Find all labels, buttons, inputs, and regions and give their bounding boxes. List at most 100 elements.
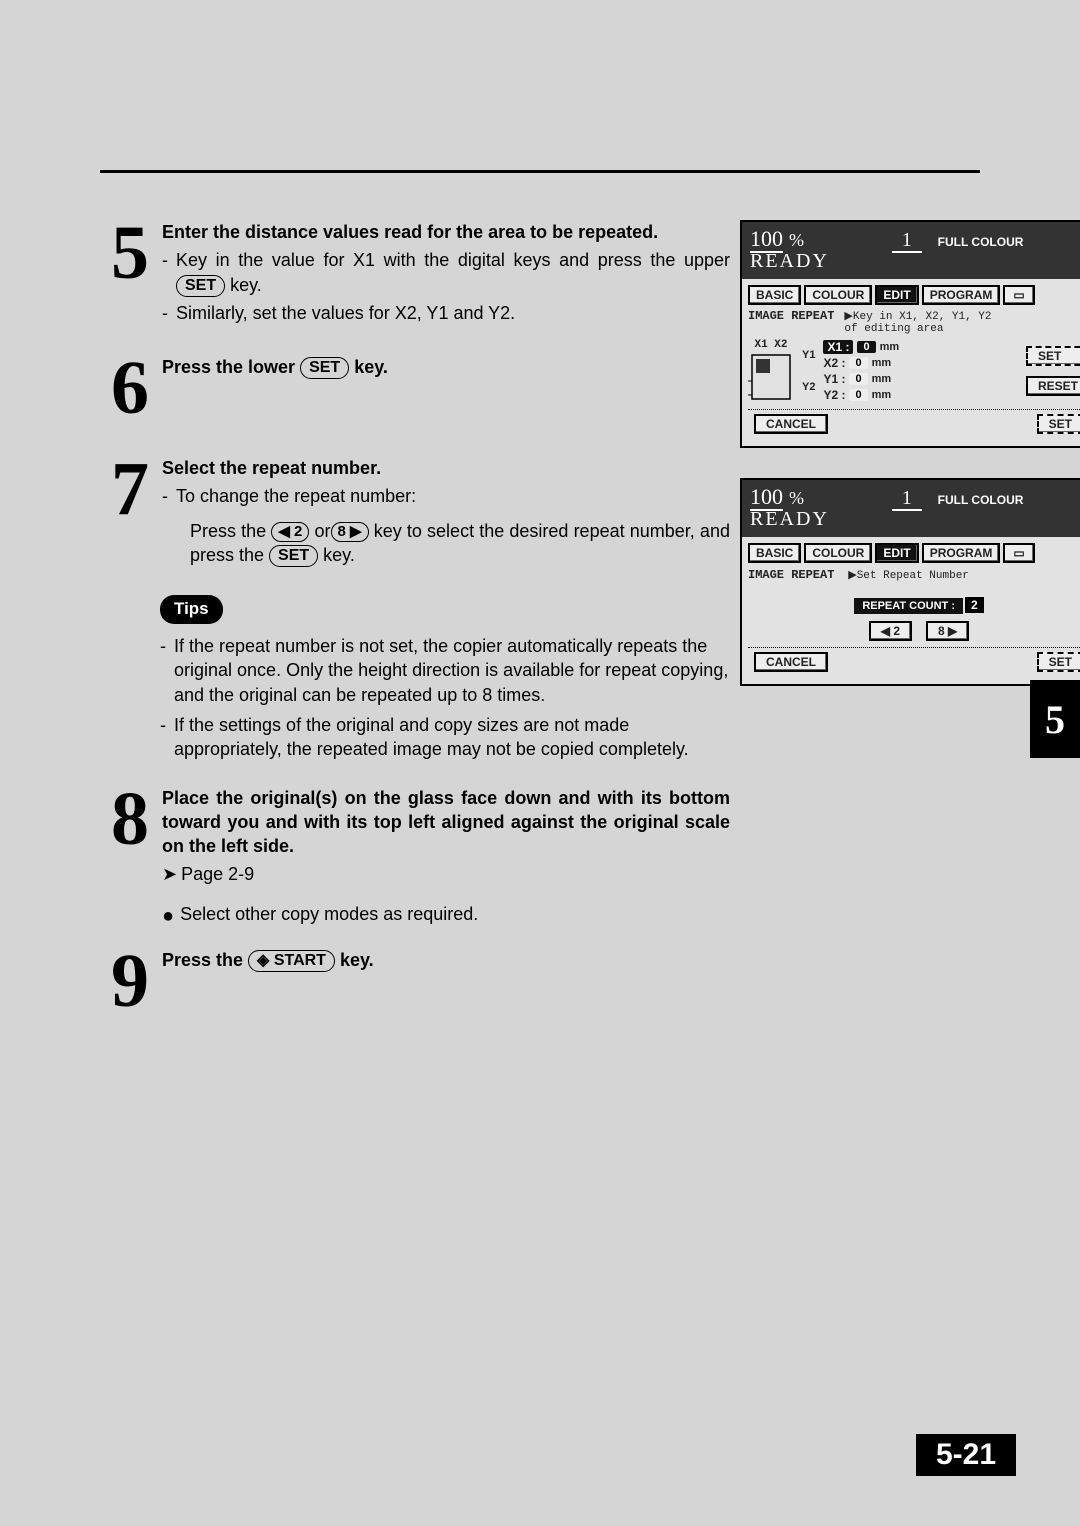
unit: mm <box>872 357 892 369</box>
step-title: Press the ◈ START key. <box>162 948 730 972</box>
page-ref: ➤Page 2-9 <box>162 862 730 886</box>
colour-mode: FULL COLOUR <box>938 493 1024 507</box>
percent-icon: % <box>789 230 804 250</box>
breadcrumb: IMAGE REPEAT <box>748 309 834 335</box>
set-key-icon: SET <box>300 357 349 379</box>
y1-label: Y1 <box>802 349 815 361</box>
cancel-button[interactable]: CANCEL <box>754 414 828 434</box>
screen-header: 100% 1 FULL COLOUR READY <box>742 222 1080 279</box>
x2-label: X2 : <box>823 356 845 370</box>
decrease-button[interactable]: ◀ 2 <box>869 621 912 641</box>
y1-value: 0 <box>849 373 867 385</box>
right-8-key-icon: 8 ▶ <box>331 522 369 542</box>
hint-2: of editing area <box>844 323 1080 335</box>
text: key. <box>318 545 355 565</box>
repeat-count-value: 2 <box>965 597 984 613</box>
step7-line2: Press the ◀ 2 or8 ▶ key to select the de… <box>162 519 730 568</box>
y2-label2: Y2 : <box>823 388 845 402</box>
zoom-value: 100 <box>750 484 783 511</box>
tab-colour[interactable]: COLOUR <box>804 285 872 305</box>
unit: mm <box>872 389 892 401</box>
upper-set-button[interactable]: SET <box>1026 346 1080 366</box>
tab-row: BASIC COLOUR EDIT PROGRAM ▭ <box>748 285 1080 305</box>
footer-row: CANCEL SET <box>748 647 1080 676</box>
text: Similarly, set the values for X2, Y1 and… <box>176 301 730 325</box>
area-diagram-icon <box>748 351 794 403</box>
tab-row: BASIC COLOUR EDIT PROGRAM ▭ <box>748 543 1080 563</box>
set-button[interactable]: SET <box>1037 652 1080 672</box>
tab-basic[interactable]: BASIC <box>748 285 801 305</box>
breadcrumb-row: IMAGE REPEAT ▶Key in X1, X2, Y1, Y2 of e… <box>748 309 1080 335</box>
footer-row: CANCEL SET <box>748 409 1080 438</box>
step-9: 9 Press the ◈ START key. <box>100 948 730 1009</box>
text: Press the <box>190 521 271 541</box>
coord-stack: X1 :0mm X2 :0mm Y1 :0mm Y2 :0mm <box>823 340 899 402</box>
text: Press the <box>162 950 248 970</box>
text: If the settings of the original and copy… <box>174 713 730 762</box>
step-title: Press the lower SET key. <box>162 355 730 379</box>
tab-help-icon[interactable]: ▭ <box>1003 285 1034 305</box>
step5-line2: - Similarly, set the values for X2, Y1 a… <box>162 301 730 325</box>
tab-colour[interactable]: COLOUR <box>804 543 872 563</box>
tab-program[interactable]: PROGRAM <box>922 285 1001 305</box>
repeat-count-label: REPEAT COUNT : <box>854 598 963 614</box>
tips-pill: Tips <box>160 595 223 624</box>
zoom-value: 100 <box>750 226 783 253</box>
step-7: 7 Select the repeat number. - To change … <box>100 456 730 567</box>
instruction-column: 5 Enter the distance values read for the… <box>100 220 730 1018</box>
screen-body: BASIC COLOUR EDIT PROGRAM ▭ IMAGE REPEAT… <box>742 279 1080 446</box>
y1-label2: Y1 : <box>823 372 845 386</box>
x2-value: 0 <box>849 357 867 369</box>
start-key-icon: ◈ START <box>248 950 335 972</box>
tab-help-icon[interactable]: ▭ <box>1003 543 1034 563</box>
y2-value: 0 <box>849 389 867 401</box>
text: Press the lower <box>162 357 300 377</box>
step-number: 8 <box>100 792 160 847</box>
hint: ▶Set Repeat Number <box>848 570 969 582</box>
text: If the repeat number is not set, the cop… <box>174 634 730 707</box>
screen-2: 100% 1 FULL COLOUR READY BASIC COLOUR ED… <box>740 478 1080 686</box>
increase-button[interactable]: 8 ▶ <box>926 621 969 641</box>
text: START <box>274 952 326 969</box>
reset-button[interactable]: RESET <box>1026 376 1080 396</box>
screens-column: 100% 1 FULL COLOUR READY BASIC COLOUR ED… <box>740 220 1080 716</box>
top-rule <box>100 170 980 173</box>
text: key. <box>349 357 388 377</box>
set-key-icon: SET <box>269 545 318 567</box>
y2-label: Y2 <box>802 381 815 393</box>
start-sym-icon: ◈ <box>257 952 269 969</box>
step-title: Place the original(s) on the glass face … <box>162 786 730 859</box>
step-number: 9 <box>100 954 160 1009</box>
breadcrumb-row: IMAGE REPEAT ▶Set Repeat Number <box>748 567 1080 582</box>
screen-1: 100% 1 FULL COLOUR READY BASIC COLOUR ED… <box>740 220 1080 448</box>
tab-edit[interactable]: EDIT <box>875 543 918 563</box>
step-5: 5 Enter the distance values read for the… <box>100 220 730 325</box>
x1-value: 0 <box>857 341 875 353</box>
step-number: 5 <box>100 226 160 281</box>
tip-2: - If the settings of the original and co… <box>160 713 730 762</box>
cancel-button[interactable]: CANCEL <box>754 652 828 672</box>
screen-header: 100% 1 FULL COLOUR READY <box>742 480 1080 537</box>
tab-edit[interactable]: EDIT <box>875 285 918 305</box>
step5-line1: - Key in the value for X1 with the digit… <box>162 248 730 297</box>
step-number: 7 <box>100 462 160 517</box>
text: To change the repeat number: <box>176 484 730 508</box>
step-number: 6 <box>100 361 160 416</box>
coord-area: X1 X2 Y1 Y2 X1 :0mm X2 :0mm Y1 :0mm Y2 :… <box>748 339 1080 403</box>
chapter-tab: 5 <box>1030 680 1080 758</box>
step-title: Enter the distance values read for the a… <box>162 220 730 244</box>
tab-program[interactable]: PROGRAM <box>922 543 1001 563</box>
repeat-count-area: REPEAT COUNT :2 ◀ 2 8 ▶ <box>748 598 1080 641</box>
text: Select other copy modes as required. <box>180 904 478 924</box>
tip-1: - If the repeat number is not set, the c… <box>160 634 730 707</box>
text: key. <box>225 275 262 295</box>
set-key-icon: SET <box>176 275 225 297</box>
lower-set-button[interactable]: SET <box>1037 414 1080 434</box>
step-8: 8 Place the original(s) on the glass fac… <box>100 786 730 928</box>
step7-line1: - To change the repeat number: <box>162 484 730 508</box>
unit: mm <box>872 373 892 385</box>
ready-label: READY <box>750 250 1080 273</box>
tab-basic[interactable]: BASIC <box>748 543 801 563</box>
step-title: Select the repeat number. <box>162 456 730 480</box>
colour-mode: FULL COLOUR <box>938 235 1024 249</box>
